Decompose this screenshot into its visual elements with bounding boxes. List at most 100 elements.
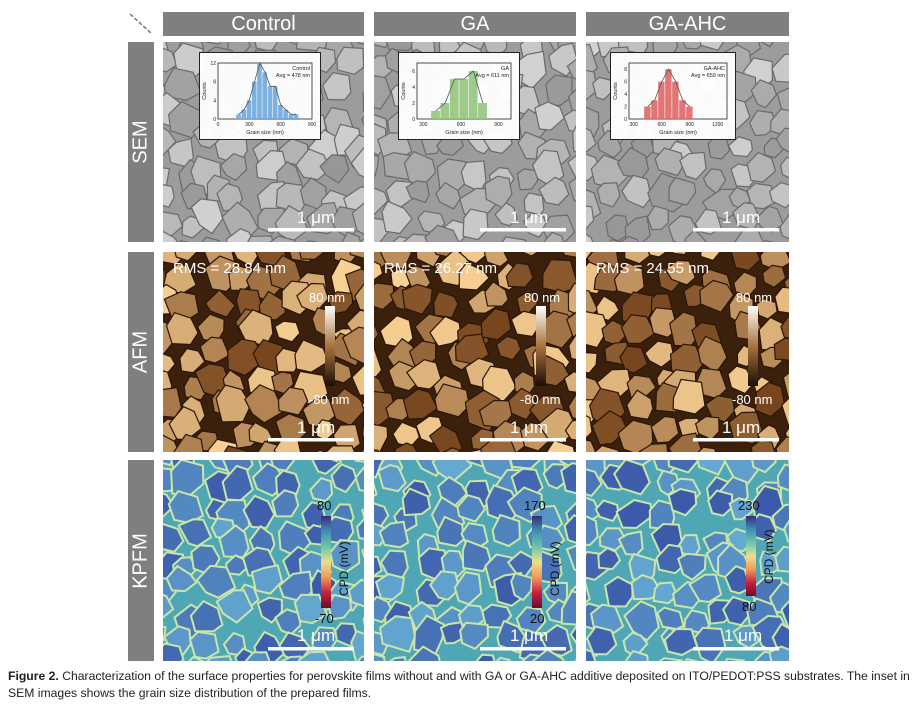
scale-bar — [268, 438, 354, 442]
row-label-sem: SEM — [129, 120, 152, 164]
histogram-bar — [440, 103, 450, 119]
histogram-bar — [241, 109, 247, 119]
grain-size-histogram-ga-ahc: 300 600 900 1200 0 2 4 6 8 Grain size (nm) Counts G… — [613, 62, 728, 136]
grain-size-histogram-ga: 300 600 900 0 2 4 6 Grain size (nm) Counts GAAvg … — [401, 62, 512, 136]
scale-bar — [693, 228, 779, 232]
histogram-bar — [679, 100, 686, 119]
kpfm-colorbar — [532, 516, 542, 608]
x-tick-label: 1200 — [712, 122, 723, 128]
y-axis-label: Counts — [202, 82, 208, 100]
y-tick-label: 8 — [213, 80, 216, 86]
histogram-bar — [293, 114, 299, 119]
histogram-bar — [251, 81, 257, 119]
kpfm-colorbar-unit: CPD (mV) — [548, 541, 562, 596]
legend-average: Avg = 659 nm — [691, 73, 725, 79]
kpfm-colorbar — [321, 516, 331, 608]
x-tick-label: 300 — [245, 122, 254, 128]
corner-diagonal-icon — [129, 13, 153, 35]
histogram-bar — [236, 114, 241, 119]
column-header-ga: GA — [374, 12, 576, 36]
row-header-afm: AFM — [128, 252, 154, 452]
scale-bar — [693, 647, 779, 651]
legend-name: GA — [501, 66, 509, 72]
row-header-sem: SEM — [128, 42, 154, 242]
row-label-kpfm: KPFM — [129, 532, 152, 589]
x-tick-label: 0 — [217, 122, 220, 128]
scale-bar-label: 1 μm — [297, 626, 336, 645]
y-axis-label: Counts — [613, 82, 619, 100]
grain-size-inset-ga-ahc: 300 600 900 1200 0 2 4 6 8 Grain size (nm) Counts G… — [610, 52, 736, 140]
y-tick-label: 0 — [213, 117, 216, 123]
histogram-bar — [686, 106, 693, 119]
afm-colorbar-max: 80 nm — [736, 290, 773, 305]
sem-panel-ga: 300 600 900 0 2 4 6 Grain size (nm) Counts GA Avg … — [374, 42, 576, 242]
kpfm-image-ga-ahc — [586, 460, 789, 661]
y-tick-label: 8 — [624, 67, 627, 73]
scale-bar — [480, 438, 566, 442]
afm-colorbar — [536, 306, 546, 386]
afm-colorbar-max: 80 nm — [524, 290, 561, 305]
histogram-bar — [665, 69, 672, 119]
y-tick-label: 4 — [213, 98, 216, 104]
histogram-bar — [278, 105, 283, 119]
afm-colorbar-min: -80 nm — [732, 392, 773, 407]
sem-panel-ga-ahc: 300 600 900 1200 0 2 4 6 8 Grain size (nm) Counts G… — [586, 42, 789, 242]
y-tick-label: 6 — [624, 80, 627, 86]
histogram-bar — [246, 100, 252, 119]
kpfm-colorbar-unit: CPD (mV) — [762, 529, 776, 584]
afm-rms-label: RMS = 28.84 nm — [173, 260, 286, 277]
histogram-bar — [644, 106, 651, 119]
y-tick-label: 6 — [412, 69, 415, 75]
y-axis-label: Counts — [401, 82, 407, 100]
scale-bar — [480, 228, 566, 232]
distribution-curve — [238, 61, 297, 115]
x-tick-label: 600 — [457, 122, 466, 128]
x-axis-label: Grain size (nm) — [659, 130, 697, 136]
x-tick-label: 300 — [629, 122, 638, 128]
x-axis-label: Grain size (nm) — [246, 130, 284, 136]
afm-rms-label: RMS = 24.55 nm — [596, 260, 709, 277]
kpfm-colorbar-min: -70 — [315, 611, 334, 626]
y-tick-label: 0 — [624, 117, 627, 123]
histogram-bar — [449, 79, 459, 119]
histogram-bar — [672, 81, 679, 119]
row-header-kpfm: KPFM — [128, 460, 154, 661]
afm-colorbar-max: 80 nm — [309, 290, 346, 305]
afm-panel-ga-ahc: RMS = 24.55 nm 80 nm -80 nm 1 μm — [586, 252, 789, 452]
afm-colorbar — [325, 306, 335, 386]
y-tick-label: 2 — [412, 101, 415, 107]
afm-image-ga-ahc — [586, 252, 789, 452]
kpfm-colorbar-max: 230 — [738, 498, 760, 513]
afm-panel-ga: RMS = 26.27 nm 80 nm -80 nm 1 μm — [374, 252, 576, 452]
grain-size-histogram-control: 0 300 600 900 0 4 8 12 Grain size (nm) Counts Cont… — [202, 61, 316, 136]
x-tick-label: 900 — [494, 122, 503, 128]
caption-text: Characterization of the surface properti… — [8, 669, 910, 700]
distribution-curve — [647, 68, 690, 107]
scale-bar — [268, 228, 354, 232]
kpfm-colorbar-min: 80 — [742, 599, 757, 614]
y-tick-label: 0 — [412, 117, 415, 123]
scale-bar-label: 1 μm — [510, 208, 549, 227]
histogram-bar — [459, 79, 469, 119]
histogram-bar — [658, 81, 665, 119]
x-tick-label: 900 — [685, 122, 694, 128]
caption-label: Figure 2. — [8, 669, 59, 683]
histogram-bar — [651, 100, 658, 119]
legend-average: Avg = 611 nm — [475, 73, 509, 79]
kpfm-colorbar-max: 170 — [524, 498, 546, 513]
scale-bar-label: 1 μm — [297, 208, 336, 227]
kpfm-image-ga — [374, 460, 576, 661]
kpfm-colorbar-min: 20 — [530, 611, 545, 626]
distribution-curve — [435, 70, 484, 112]
kpfm-colorbar — [746, 516, 756, 596]
y-tick-label: 2 — [624, 105, 627, 111]
column-header-control: Control — [163, 12, 364, 36]
kpfm-panel-control: 80 -70 CPD (mV) 1 μm — [163, 460, 364, 661]
scale-bar-label: 1 μm — [510, 626, 549, 645]
x-tick-label: 600 — [276, 122, 285, 128]
histogram-bar — [288, 114, 294, 119]
histogram-bar — [431, 111, 440, 119]
x-tick-label: 300 — [419, 122, 428, 128]
afm-colorbar — [748, 306, 758, 386]
scale-bar-label: 1 μm — [722, 208, 761, 227]
